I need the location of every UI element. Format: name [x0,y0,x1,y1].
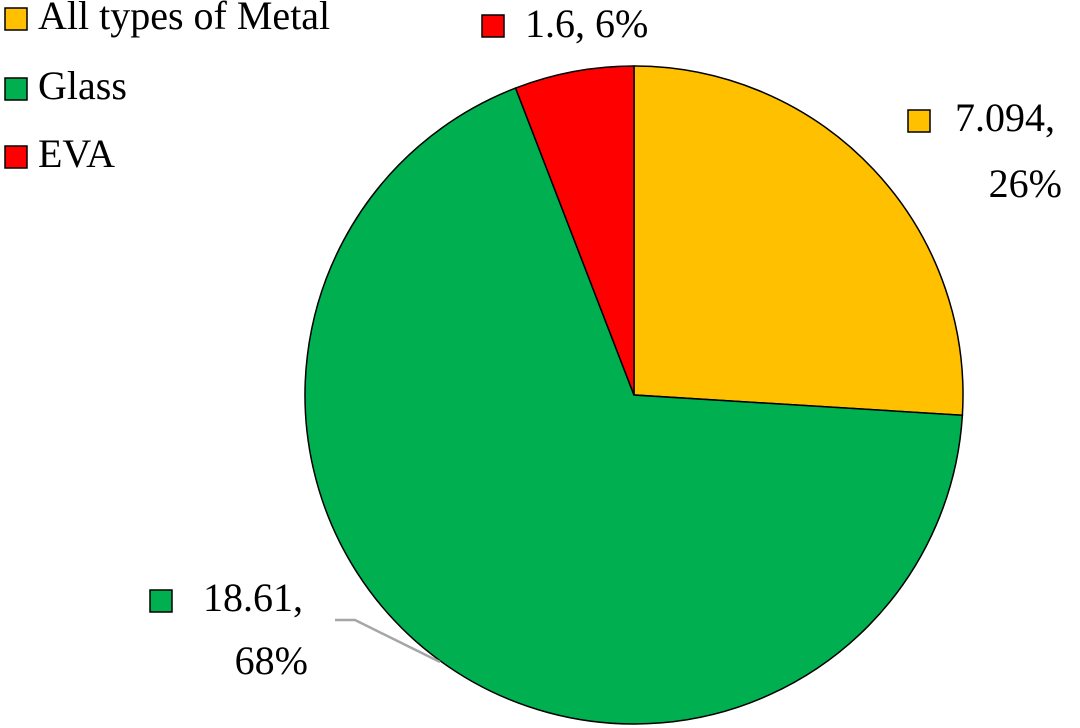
data-label: 1.6, 6% [525,1,648,46]
data-label: 7.094, [955,95,1055,140]
legend-label: EVA [38,131,115,176]
legend-swatch [4,77,28,101]
legend-swatch [4,145,28,169]
leader-line [335,618,441,664]
data-label-swatch [907,109,931,133]
legend-swatch [4,7,28,31]
data-label: 26% [989,161,1062,206]
data-label: 68% [235,638,308,683]
data-label-swatch [481,14,505,38]
legend-label: Glass [38,63,127,108]
pie-slice [633,65,964,417]
pie-slice [514,65,635,396]
data-label: 18.61, [203,575,303,620]
legend-label: All types of Metal [38,0,330,38]
data-label-swatch [149,589,173,613]
